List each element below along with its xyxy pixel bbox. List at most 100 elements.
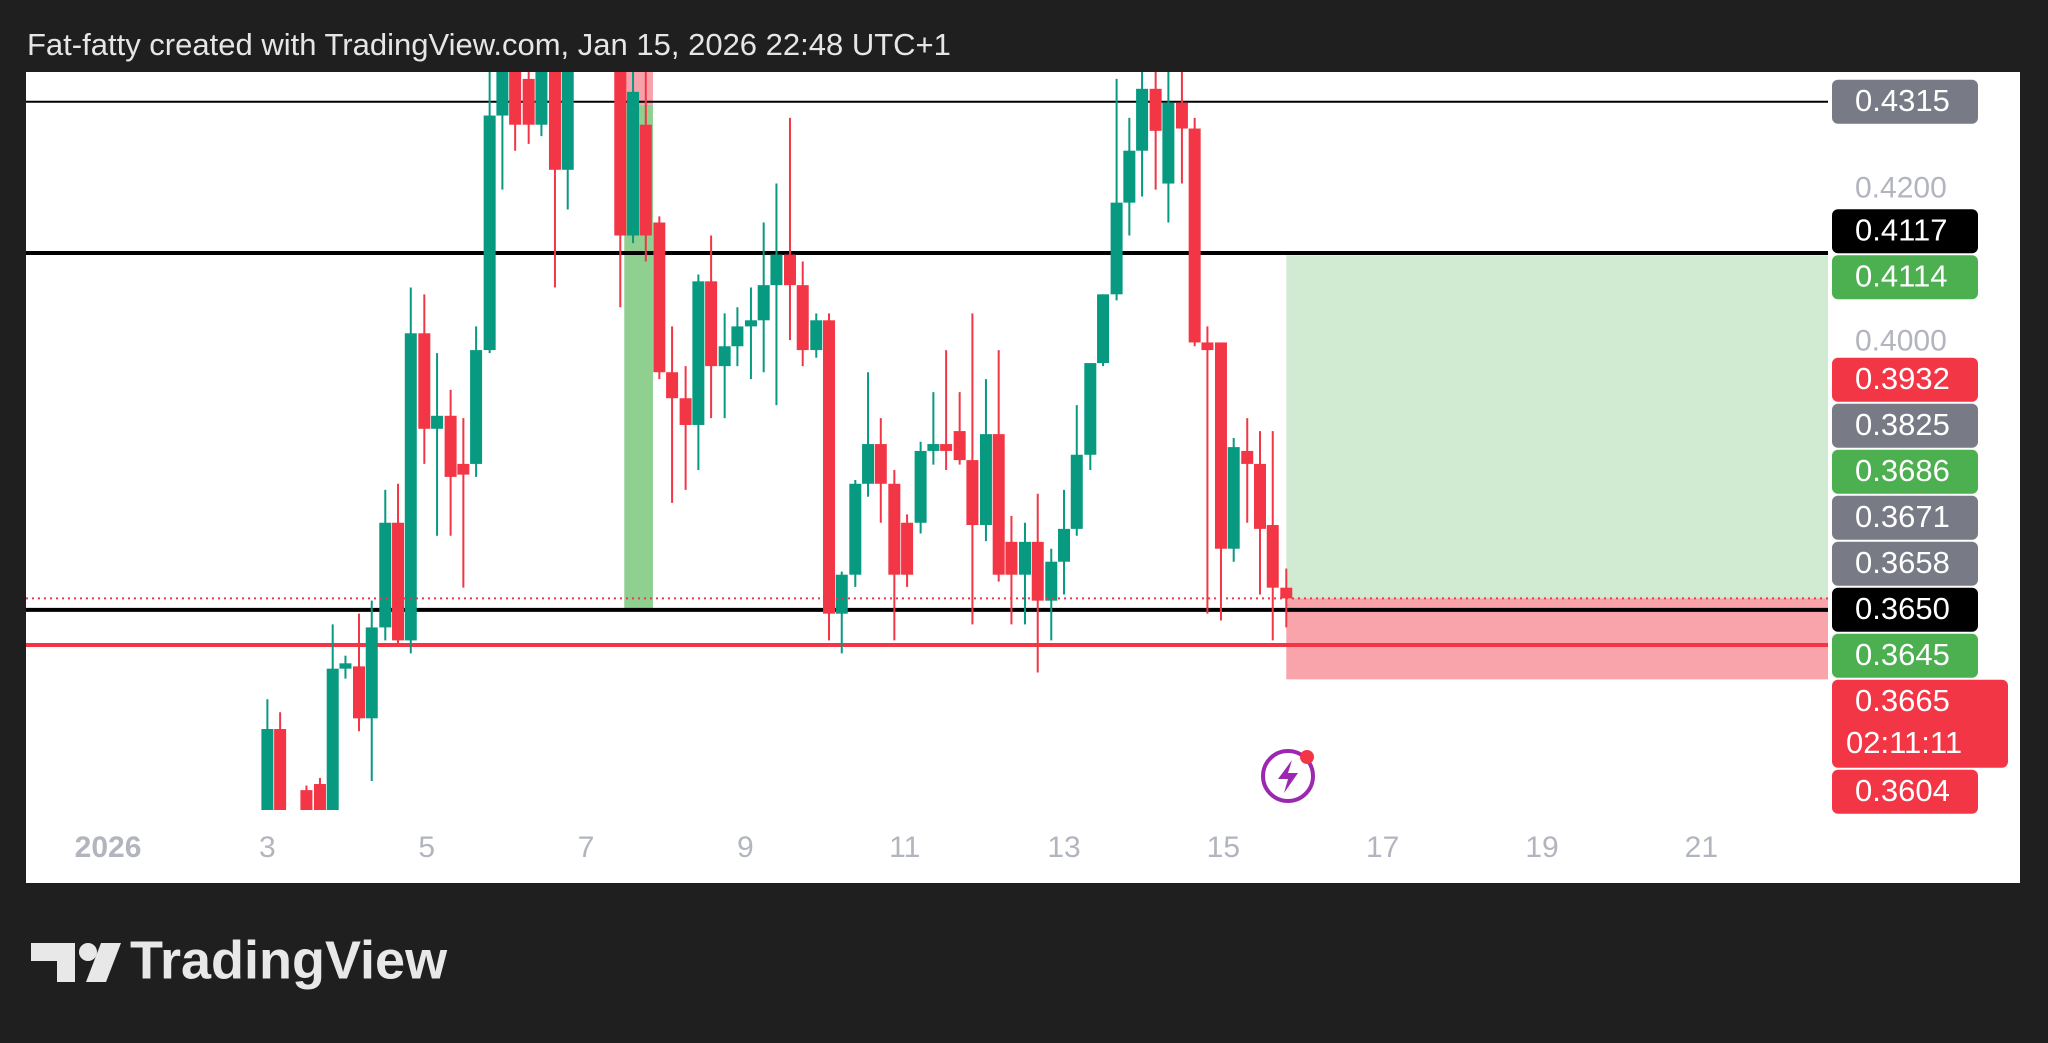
- candle-body: [1070, 454, 1083, 529]
- candle-body: [1136, 88, 1149, 151]
- price-label: 0.3932: [1855, 361, 1950, 396]
- candle-body: [966, 460, 979, 526]
- candle-body: [705, 281, 718, 367]
- candle-body: [783, 254, 796, 286]
- x-tick-label: 2026: [75, 831, 142, 864]
- x-tick-label: 19: [1525, 831, 1558, 864]
- candle-body: [770, 254, 783, 286]
- candle-body: [796, 285, 809, 351]
- price-label-box: [1832, 79, 1978, 124]
- candle-body: [444, 415, 457, 477]
- candle-body: [1266, 525, 1279, 588]
- x-tick-label: 3: [259, 831, 276, 864]
- price-label-box: [1832, 633, 1978, 678]
- candle-body: [874, 444, 887, 484]
- price-label-box: [1832, 679, 2008, 768]
- candle-body: [561, 72, 574, 170]
- candle-body: [901, 522, 914, 575]
- candle-body: [404, 333, 417, 641]
- candle-body: [835, 574, 848, 614]
- candle-body: [1031, 541, 1044, 601]
- candle-body: [1175, 102, 1188, 129]
- price-label-box: [1832, 541, 1978, 586]
- position-loss: [1286, 598, 1828, 680]
- candle-body: [1188, 128, 1201, 343]
- candle-body: [326, 668, 339, 810]
- candle-body: [1241, 450, 1254, 464]
- candle-body: [940, 444, 953, 451]
- price-label-box: [1832, 769, 1978, 814]
- candle-body: [1214, 342, 1227, 549]
- price-label: 0.3650: [1855, 591, 1950, 626]
- candle-body: [666, 372, 679, 399]
- candle-body: [1097, 294, 1110, 364]
- candle-body: [1280, 587, 1293, 599]
- candle-body: [1045, 561, 1058, 601]
- x-tick-label: 5: [418, 831, 435, 864]
- candle-body: [392, 522, 405, 641]
- candle-body: [313, 784, 326, 810]
- candle-body: [418, 333, 431, 429]
- candle-body: [927, 444, 940, 451]
- x-tick-label: 21: [1685, 831, 1718, 864]
- candle-body: [823, 320, 836, 614]
- candle-body: [639, 124, 652, 236]
- candle-body: [457, 463, 470, 475]
- price-label: 0.4117: [1855, 212, 1948, 247]
- price-label: 0.3665: [1855, 683, 1950, 718]
- candle-body: [431, 415, 444, 429]
- candle-body: [810, 320, 823, 351]
- candle-body: [261, 729, 274, 810]
- candle-body: [679, 398, 692, 425]
- candle-body: [1058, 528, 1071, 562]
- candle-body: [849, 483, 862, 575]
- candle-body: [379, 522, 392, 628]
- price-axis: 0.4200 0.4000 2026 3 5 7 9 11 13 15 17 19 21 0.4315 0.…: [75, 79, 2008, 864]
- candle-body: [1253, 463, 1266, 529]
- price-label-box: [1832, 357, 1978, 402]
- price-label: 0.3686: [1855, 453, 1950, 488]
- price-label-box: [1832, 587, 1978, 632]
- price-label-box: [1832, 209, 1978, 254]
- x-tick-label: 9: [737, 831, 754, 864]
- candle-body: [1162, 102, 1175, 184]
- candle-body: [1149, 88, 1162, 131]
- price-label: 0.3671: [1855, 499, 1950, 534]
- candle-body: [496, 72, 509, 116]
- countdown: 02:11:11: [1846, 725, 1962, 760]
- candle-body: [352, 666, 365, 719]
- candle-body: [979, 434, 992, 526]
- plot-area: [26, 72, 1828, 810]
- candle-body: [509, 72, 522, 125]
- alert-icon[interactable]: [1261, 749, 1315, 803]
- candle-body: [627, 91, 640, 236]
- price-label-box: [1832, 403, 1978, 448]
- price-label: 0.3645: [1855, 637, 1950, 672]
- x-tick-label: 15: [1207, 831, 1240, 864]
- candle-body: [548, 72, 561, 170]
- candle-body: [1005, 541, 1018, 575]
- price-label: 0.3604: [1855, 773, 1950, 808]
- x-tick-label: 17: [1366, 831, 1399, 864]
- candle-body: [992, 434, 1005, 575]
- price-label-box: [1832, 495, 1978, 540]
- price-label: 0.3825: [1855, 407, 1950, 442]
- candle-body: [653, 222, 666, 373]
- price-label: 0.3658: [1855, 545, 1950, 580]
- candle-body: [274, 729, 287, 810]
- price-label: 0.4114: [1855, 258, 1948, 293]
- price-label-box: [1832, 255, 1978, 300]
- candle-body: [300, 790, 313, 810]
- candle-body: [339, 663, 352, 669]
- chart-title: Fat-fatty created with TradingView.com, …: [27, 27, 951, 62]
- x-tick-label: 13: [1047, 831, 1080, 864]
- price-label-box: [1832, 449, 1978, 494]
- candle-body: [953, 431, 966, 461]
- candle-body: [483, 115, 496, 351]
- candle-body: [1123, 150, 1136, 203]
- candle-body: [718, 346, 731, 367]
- candle-body: [470, 350, 483, 464]
- y-tick-label: 0.4000: [1855, 324, 1947, 357]
- candle-body: [731, 326, 744, 347]
